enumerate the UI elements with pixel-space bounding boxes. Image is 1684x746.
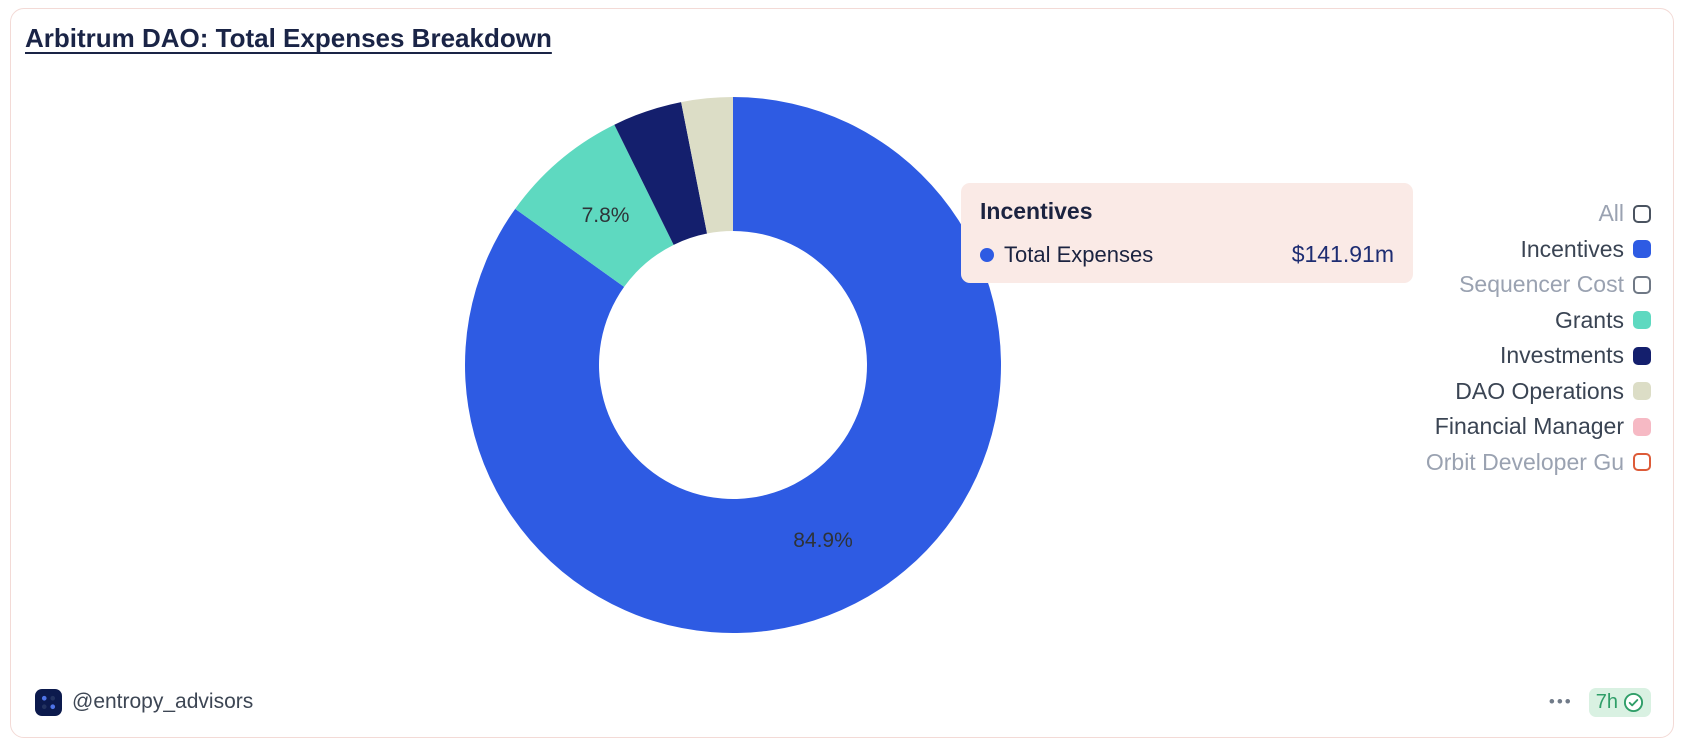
legend-item[interactable]: All [1426,196,1651,232]
legend-swatch [1633,311,1651,330]
tooltip-value: $141.91m [1291,241,1394,267]
verified-badge-icon [1623,692,1644,712]
avatar[interactable] [35,688,62,716]
donut-segment-investments[interactable] [614,102,708,245]
legend-label: Investments [1500,342,1624,369]
legend-item[interactable]: DAO Operations [1426,374,1651,410]
legend-item[interactable]: Investments [1426,338,1651,374]
legend-swatch [1633,346,1651,365]
tooltip-series-label: Total Expenses [1004,241,1154,267]
chart-title: Arbitrum DAO: Total Expenses Breakdown [25,23,552,53]
donut-segment-grants[interactable] [515,124,674,287]
legend-swatch [1633,275,1651,294]
series-dot-icon [980,247,994,262]
entropy-logo-icon [41,695,56,709]
donut-segment-dao-operations[interactable] [681,97,733,234]
donut-chart: 84.9% 7.8% [465,97,1002,633]
legend-label: Incentives [1520,235,1624,262]
legend-swatch [1633,382,1651,401]
chart-card: Arbitrum DAO: Total Expenses Breakdown 8… [10,8,1674,738]
legend-swatch [1633,204,1651,223]
legend-label: DAO Operations [1455,377,1624,404]
legend-item[interactable]: Incentives [1426,232,1651,268]
slice-label: 7.8% [582,204,630,227]
account-handle[interactable]: @entropy_advisors [72,690,254,713]
legend-swatch [1633,240,1651,259]
legend-label: All [1598,200,1624,227]
legend-label: Orbit Developer Gu [1425,448,1624,475]
legend-label: Grants [1554,306,1624,333]
legend-label: Financial Manager [1434,413,1624,440]
legend-item[interactable]: Grants [1426,303,1651,339]
legend-swatch [1633,417,1651,436]
legend-swatch [1633,453,1651,472]
legend-item[interactable]: Financial Manager [1426,409,1651,445]
legend-item[interactable]: Orbit Developer Gu [1426,445,1651,481]
slice-label: 84.9% [793,529,853,552]
tooltip-title: Incentives [980,198,1093,224]
chart-legend: All Incentives Sequencer Cost Grants Inv… [1426,196,1651,480]
legend-item[interactable]: Sequencer Cost [1426,267,1651,303]
timestamp: 7h [1595,690,1618,713]
donut-segment-incentives[interactable] [465,97,1002,633]
attribution-bar: @entropy_advisors ••• 7h [35,687,1651,717]
timestamp-pill[interactable]: 7h [1588,687,1651,717]
chart-tooltip: Incentives Total Expenses $141.91m [961,183,1413,283]
tooltip-row: Total Expenses $141.91m [980,241,1394,268]
legend-label: Sequencer Cost [1459,271,1624,298]
more-menu-button[interactable]: ••• [1548,692,1573,711]
